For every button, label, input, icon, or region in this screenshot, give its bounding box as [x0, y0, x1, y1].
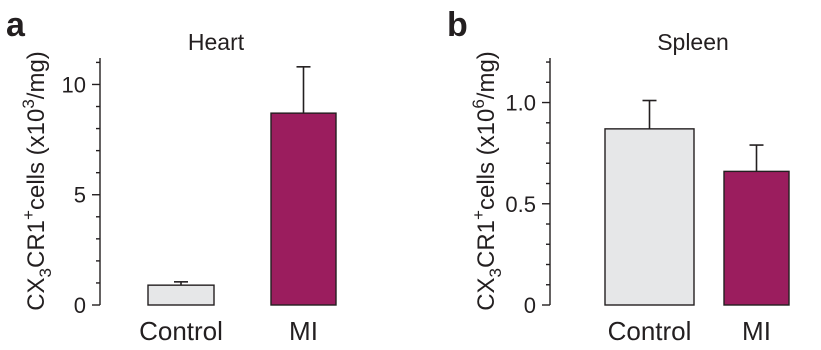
category-label: MI — [742, 316, 771, 346]
y-tick-label: 0 — [524, 293, 536, 318]
y-tick-label: 0.5 — [505, 192, 536, 217]
y-tick-label: 0 — [74, 293, 86, 318]
y-axis-label: CX3CR1+cells (x106/mg) — [469, 51, 505, 311]
y-tick-label: 10 — [62, 72, 86, 97]
y-tick-label: 5 — [74, 183, 86, 208]
panel-a: a Heart 0 5 10 CX3CR1+cells (x103/mg) Control M… — [6, 6, 337, 346]
chart-title: Heart — [188, 29, 245, 55]
bar-mi — [723, 170, 790, 306]
panel-letter: a — [6, 6, 26, 44]
chart-title: Spleen — [657, 29, 729, 55]
category-label: Control — [139, 316, 223, 346]
bar-control — [604, 128, 695, 306]
y-axis-label: CX3CR1+cells (x103/mg) — [19, 51, 55, 311]
bar-control — [147, 284, 215, 306]
category-label: MI — [289, 316, 318, 346]
category-label: Control — [608, 316, 692, 346]
bar-mi — [270, 112, 337, 306]
panel-letter: b — [447, 6, 468, 44]
y-tick-label: 1.0 — [505, 91, 536, 116]
